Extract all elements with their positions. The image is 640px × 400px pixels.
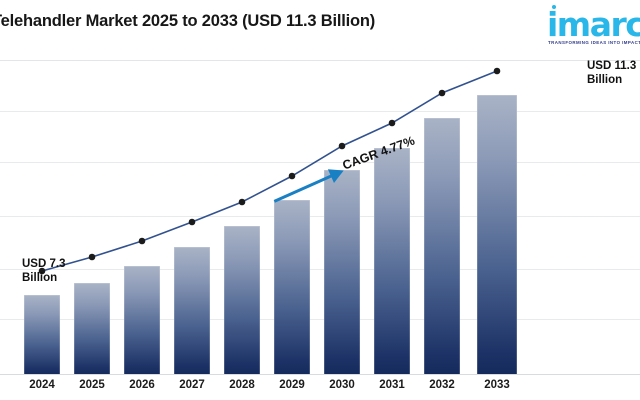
marker-2032 [438,89,446,97]
bar-2030[interactable] [324,170,360,375]
x-axis: 2024 2025 2026 2027 2028 2029 2030 2031 … [0,376,640,400]
gridline [0,111,640,112]
axis-baseline [0,374,640,375]
bar-2033[interactable] [477,95,517,375]
xtick-2032: 2032 [429,379,455,391]
xtick-2027: 2027 [179,379,205,391]
marker-2030 [338,142,346,150]
page-title: Telehandler Market 2025 to 2033 (USD 11.… [0,12,376,30]
marker-2025 [88,253,96,261]
bar-2032[interactable] [424,118,460,375]
marker-2027 [188,218,196,226]
gridline [0,162,640,163]
marker-2026 [138,237,146,245]
bar-2031[interactable] [374,148,410,375]
bar-2027[interactable] [174,247,210,375]
marker-2031 [388,119,396,127]
chart-header: Telehandler Market 2025 to 2033 (USD 11.… [0,0,640,52]
bar-2026[interactable] [124,266,160,375]
start-value-callout: USD 7.3 Billion [22,257,65,285]
xtick-2031: 2031 [379,379,405,391]
marker-2029 [288,172,296,180]
bar-2024[interactable] [24,295,60,375]
start-value-line1: USD 7.3 [22,258,66,270]
bar-2029[interactable] [274,200,310,375]
plot-area: USD 7.3 Billion USD 11.3 Billion CAGR 4.… [0,60,640,375]
gridline [0,269,640,270]
bar-2025[interactable] [74,283,110,375]
gridline [0,216,640,217]
end-value-callout: USD 11.3 Billion [587,59,636,87]
gridline [0,319,640,320]
xtick-2028: 2028 [229,379,255,391]
logo-dot-icon [552,5,556,9]
xtick-2033: 2033 [484,379,510,391]
xtick-2030: 2030 [329,379,355,391]
marker-2033 [493,67,501,75]
xtick-2025: 2025 [79,379,105,391]
logo-tagline: TRANSFORMING IDEAS INTO IMPACT [548,40,640,45]
imarc-logo[interactable]: imarc TRANSFORMING IDEAS INTO IMPACT [547,2,640,48]
logo-wordmark: imarc [547,5,640,44]
bar-2028[interactable] [224,226,260,375]
end-value-line1: USD 11.3 [587,60,637,72]
end-value-line2: Billion [587,74,623,87]
start-value-line2: Billion [22,272,58,285]
xtick-2029: 2029 [279,379,305,391]
xtick-2024: 2024 [29,379,55,391]
xtick-2026: 2026 [129,379,155,391]
marker-2028 [238,198,246,206]
